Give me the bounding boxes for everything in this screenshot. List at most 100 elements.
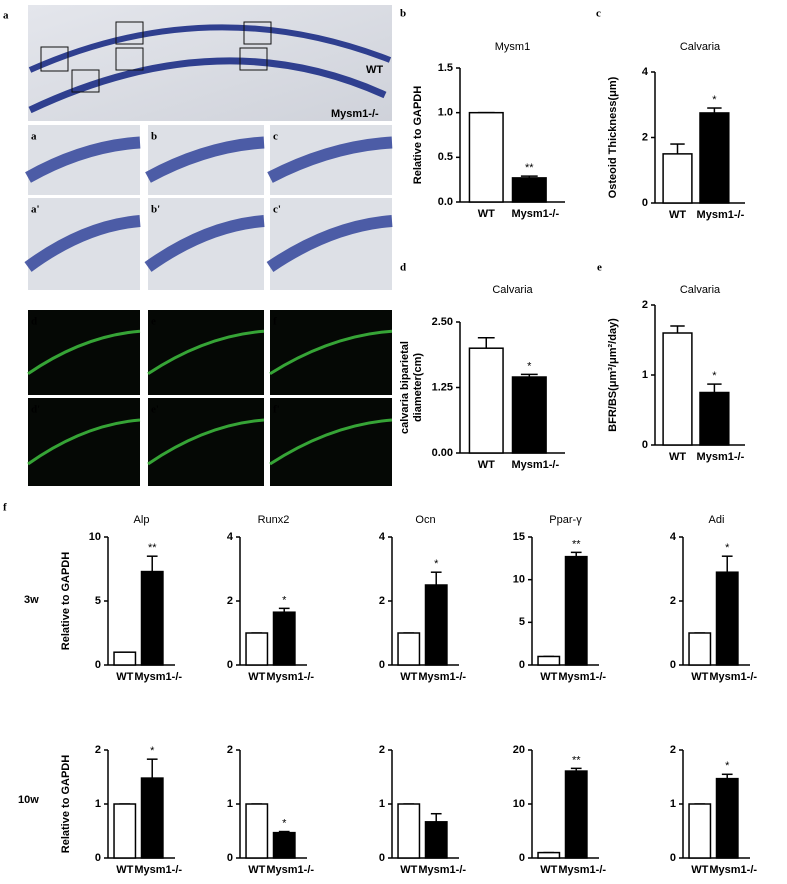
significance: *: [282, 594, 287, 606]
x-tick-label: WT: [400, 864, 417, 876]
x-tick-label: WT: [540, 671, 557, 683]
y-axis-label: Relative to GAPDH: [60, 552, 72, 650]
x-tick-label: WT: [248, 671, 265, 683]
y-tick-label: 0: [519, 659, 525, 671]
x-tick-label: Mysm1-/-: [266, 864, 314, 876]
tissue: [267, 136, 393, 183]
bar: [662, 332, 693, 446]
bar: [140, 570, 164, 666]
y-tick-label: 10: [89, 531, 101, 543]
micrograph: [148, 125, 264, 195]
significance: **: [572, 754, 581, 766]
y-tick-label: 4: [379, 531, 386, 543]
tissue: [27, 418, 141, 466]
micrograph: [148, 198, 264, 290]
y-axis-label: diameter(cm): [412, 353, 424, 422]
bar: [715, 777, 739, 859]
y-tick-label: 2: [379, 595, 385, 607]
y-tick-label: 0: [670, 659, 676, 671]
chart-title: Calvaria: [680, 41, 721, 53]
x-tick-label: Mysm1-/-: [134, 864, 182, 876]
bar: [699, 112, 730, 204]
bar: [688, 803, 712, 859]
bar: [699, 391, 730, 446]
y-tick-label: 2: [670, 744, 676, 756]
x-tick-label: WT: [669, 209, 686, 221]
x-tick-label: Mysm1-/-: [511, 208, 559, 220]
significance: *: [725, 760, 730, 772]
y-tick-label: 0: [519, 852, 525, 864]
x-tick-label: WT: [248, 864, 265, 876]
row-label: 10w: [18, 794, 39, 806]
y-tick-label: 4: [642, 66, 649, 78]
tissue: [24, 215, 141, 272]
y-axis-label: Relative to GAPDH: [60, 755, 72, 853]
y-tick-label: 2: [642, 131, 648, 143]
x-tick-label: WT: [478, 208, 495, 220]
bar: [397, 632, 421, 666]
tissue: [269, 329, 393, 376]
x-tick-label: WT: [478, 459, 495, 471]
micrograph: [28, 398, 140, 486]
bar: [511, 177, 547, 203]
tissue: [269, 418, 393, 466]
overview-image: [28, 5, 392, 121]
y-tick-label: 2: [95, 744, 101, 756]
chart-title: Alp: [134, 514, 150, 526]
chart-title: Calvaria: [680, 284, 721, 296]
micrograph-label: e: [151, 316, 156, 328]
y-tick-label: 1.25: [432, 381, 453, 393]
y-tick-label: 2.50: [432, 316, 453, 328]
bar: [245, 632, 269, 666]
significance: *: [282, 817, 287, 829]
y-tick-label: 0: [670, 852, 676, 864]
y-tick-label: 20: [513, 744, 525, 756]
micrograph-label: d: [31, 316, 37, 328]
tissue: [25, 136, 141, 183]
x-tick-label: WT: [116, 671, 133, 683]
x-tick-label: Mysm1-/-: [511, 459, 559, 471]
micrograph-label: a: [31, 131, 37, 143]
x-tick-label: WT: [691, 671, 708, 683]
micrograph-label: f': [273, 404, 280, 416]
row-label: 3w: [24, 594, 39, 606]
y-axis-label: BFR/BS(μm³/μm²/day): [607, 318, 619, 432]
x-tick-label: WT: [669, 451, 686, 463]
tissue: [266, 215, 393, 272]
y-tick-label: 10: [513, 798, 525, 810]
chart-title: Mysm1: [495, 41, 530, 53]
bar: [424, 821, 448, 859]
tissue: [147, 329, 265, 376]
chart-title: Calvaria: [492, 284, 533, 296]
bar: [564, 555, 588, 666]
y-tick-label: 15: [513, 531, 525, 543]
y-tick-label: 0: [642, 439, 648, 451]
y-tick-label: 0: [227, 659, 233, 671]
significance: *: [725, 542, 730, 554]
y-tick-label: 1: [670, 798, 676, 810]
x-tick-label: Mysm1-/-: [266, 671, 314, 683]
panel-label: b: [400, 8, 406, 20]
y-tick-label: 2: [642, 299, 648, 311]
y-tick-label: 2: [227, 595, 233, 607]
x-tick-label: WT: [540, 864, 557, 876]
bar: [245, 803, 269, 859]
y-tick-label: 2: [670, 595, 676, 607]
bar: [564, 770, 588, 859]
bar: [537, 851, 561, 859]
y-tick-label: 0.5: [438, 151, 453, 163]
panel-label: c: [596, 8, 601, 20]
chart-title: Runx2: [258, 514, 290, 526]
chart-title: Ppar-γ: [549, 514, 582, 526]
panel-label: f: [3, 502, 7, 514]
tissue: [27, 329, 141, 375]
y-tick-label: 0: [379, 852, 385, 864]
micrograph: [148, 310, 264, 395]
bar: [511, 376, 547, 454]
bar: [537, 655, 561, 666]
micrograph-label: b': [151, 204, 160, 216]
x-tick-label: Mysm1-/-: [418, 864, 466, 876]
micrograph: [270, 398, 392, 486]
micrographs: a b c a' b' c' d e f d' e' f': [24, 125, 393, 486]
